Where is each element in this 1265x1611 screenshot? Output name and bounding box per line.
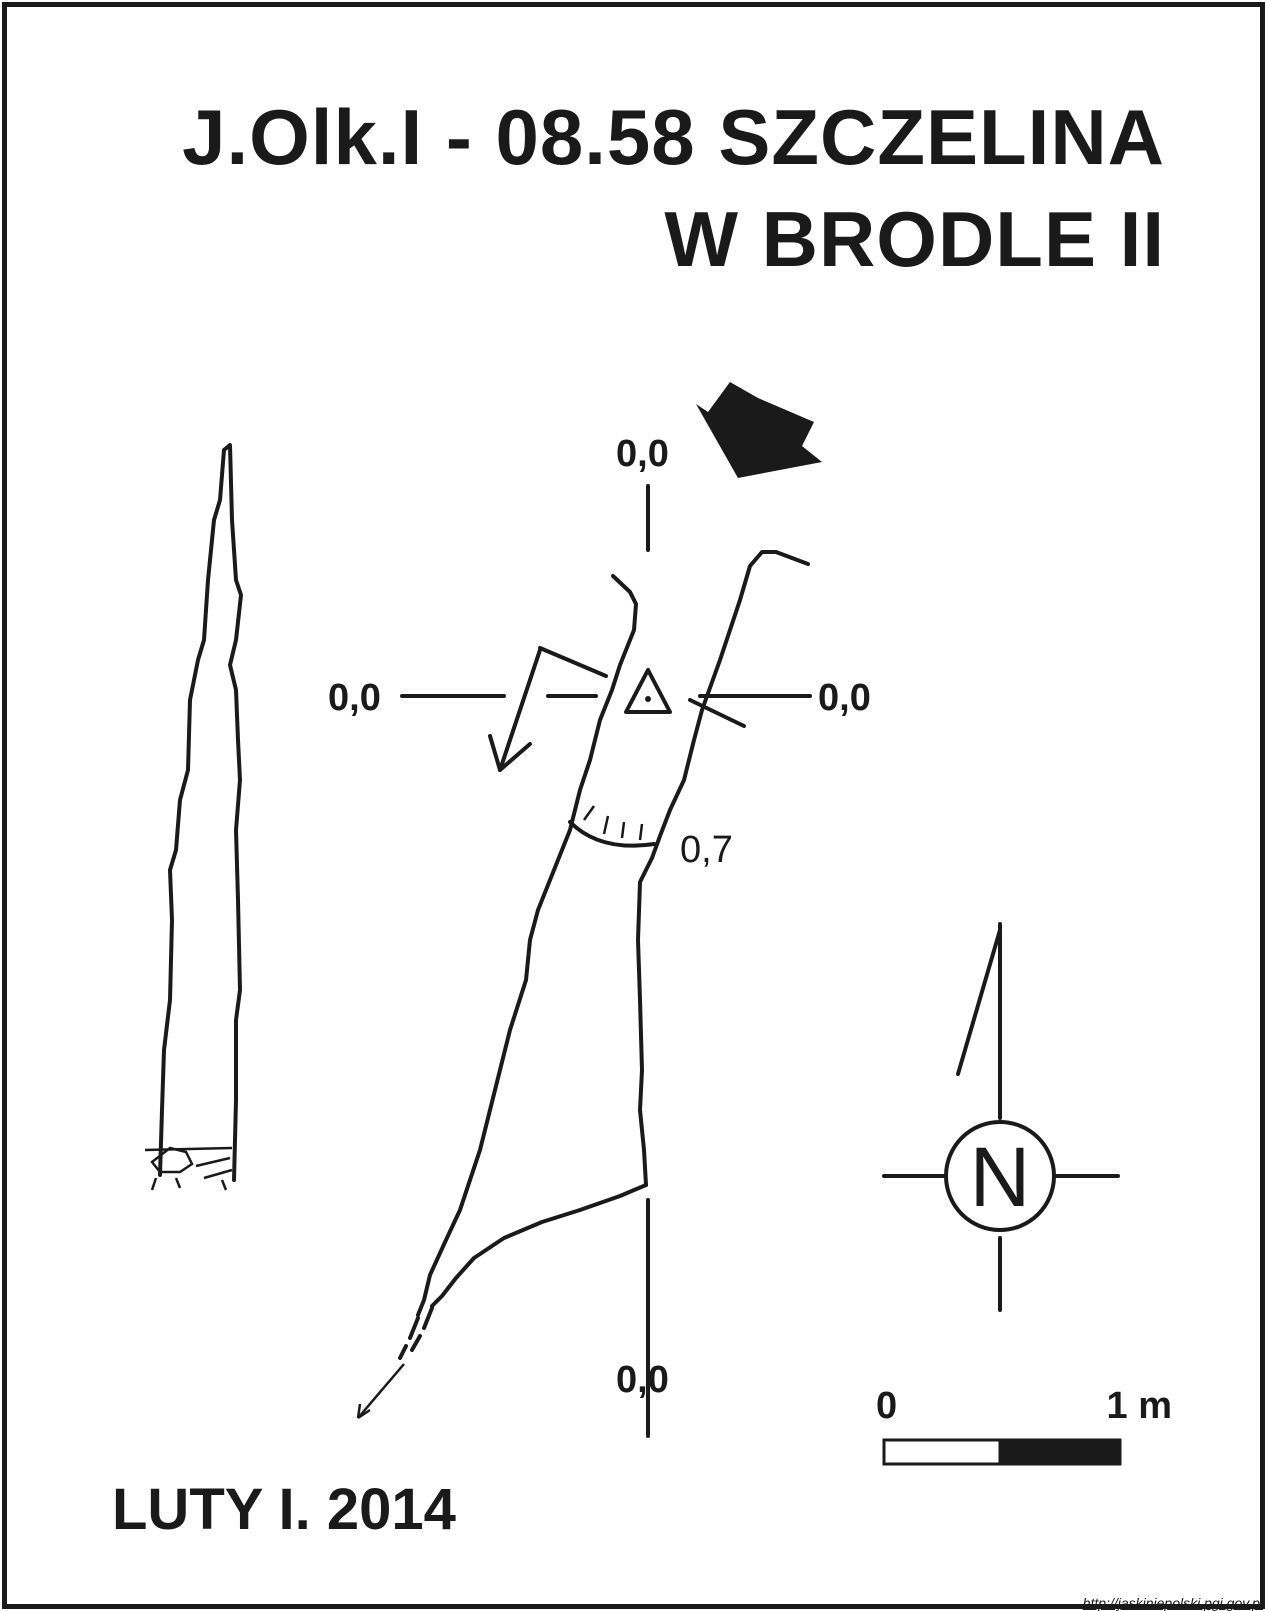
label-left: 0,0: [328, 677, 381, 719]
ledge-line: [568, 820, 656, 848]
north-arrow-icon: [882, 922, 1120, 1312]
entrance-arrow-icon: [696, 382, 822, 478]
ledge-hatching: [582, 805, 644, 841]
scale-end-label: 1 m: [1107, 1385, 1172, 1427]
descent-arrowhead: [488, 734, 532, 772]
passage-continuation-dashes: [398, 1334, 422, 1360]
label-bottom: 0,0: [616, 1359, 669, 1401]
label-depth: 0,7: [680, 829, 733, 871]
label-right: 0,0: [818, 677, 871, 719]
scale-start-label: 0: [876, 1385, 897, 1427]
passage-direction-arrow: [357, 1363, 405, 1419]
compass-letter: N: [970, 1130, 1031, 1224]
survey-date: LUTY I. 2014: [112, 1477, 456, 1542]
entrance-line: [538, 646, 746, 728]
plan-wall-right: [636, 550, 810, 1187]
title-line-2: W BRODLE II: [664, 195, 1165, 283]
passage-arrowhead: [356, 1403, 371, 1420]
cross-section-outline: [158, 443, 243, 1182]
passage-continuation: [408, 1306, 434, 1340]
rubble-icon: [144, 1146, 233, 1191]
label-top: 0,0: [616, 433, 669, 475]
survey-station-icon: [624, 668, 672, 714]
scale-bar: [882, 1438, 1122, 1466]
title-line-1: J.Olk.I - 08.58 SZCZELINA: [182, 93, 1165, 181]
descent-arrow: [498, 648, 542, 772]
plan-wall-left: [416, 574, 638, 1317]
source-link[interactable]: http://jaskiniepolski.pgi.gov.pl: [1082, 1595, 1263, 1611]
plan-wall-bottom: [430, 1183, 648, 1308]
